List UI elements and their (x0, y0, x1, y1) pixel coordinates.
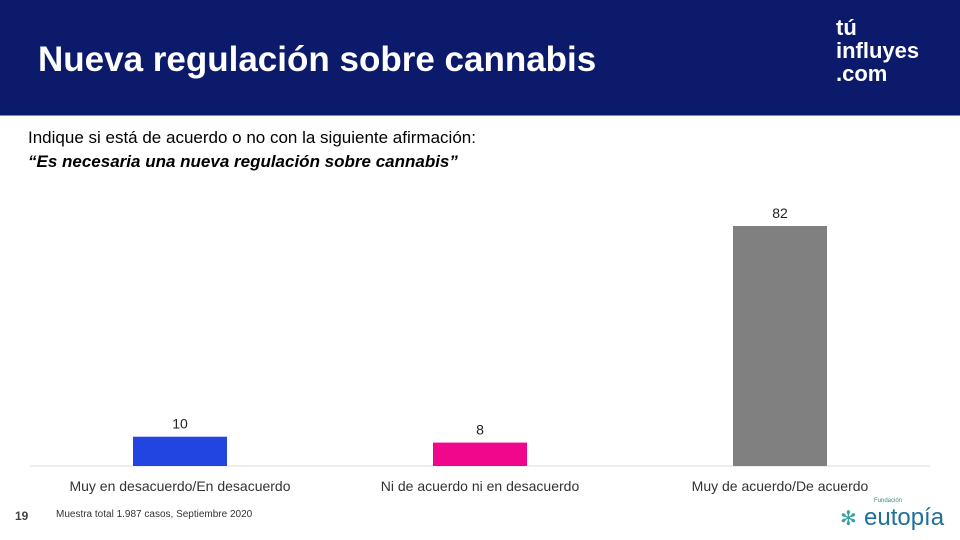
sample-note: Muestra total 1.987 casos, Septiembre 20… (56, 509, 253, 520)
logo-line: tú (836, 15, 857, 40)
page-number: 19 (15, 509, 29, 523)
statement-text: “Es necesaria una nueva regulación sobre… (28, 152, 458, 171)
data-label: 8 (476, 422, 484, 438)
cannabis-leaf-icon: ✻ (840, 508, 857, 530)
eutopia-logo: ✻ Fundación eutopía (840, 498, 950, 534)
bar (733, 226, 827, 466)
category-label: Ni de acuerdo ni en desacuerdo (381, 478, 580, 494)
bar (133, 436, 227, 466)
brand-name: eutopía (864, 504, 945, 531)
question-text: Indique si está de acuerdo o no con la s… (28, 128, 476, 147)
brand-small: Fundación (874, 498, 903, 504)
data-label: 10 (172, 416, 188, 432)
data-label: 82 (772, 205, 788, 221)
category-label: Muy de acuerdo/De acuerdo (692, 478, 869, 494)
logo-line: .com (836, 61, 888, 86)
category-label: Muy en desacuerdo/En desacuerdo (69, 478, 290, 494)
header-banner: Nueva regulación sobre cannabis tú influ… (0, 0, 960, 116)
logo-line: influyes (836, 38, 920, 63)
tuinfluyes-logo: tú influyes .com (836, 16, 919, 85)
page-title: Nueva regulación sobre cannabis (38, 40, 597, 79)
bar (433, 442, 527, 466)
